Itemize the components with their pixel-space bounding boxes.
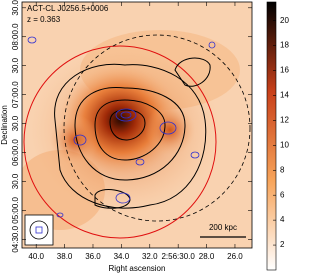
y-tick-label: 30.0 (11, 173, 20, 189)
colorbar-tick-label: 20 (280, 16, 289, 25)
x-tick-label: 26.0 (227, 252, 243, 261)
y-tick-label: 04:30.0 (11, 225, 20, 252)
x-tick-label: 40.0 (28, 252, 44, 261)
x-tick-label: 34.0 (114, 252, 130, 261)
colorbar (266, 1, 277, 271)
y-tick-label: 08:00.0 (11, 23, 20, 50)
x-tick-label: 32.0 (142, 252, 158, 261)
chart: ACT-CL J0256.5+0006 z = 0.363 200 kpc Ri… (0, 0, 289, 273)
colorbar-tick-label: 4 (280, 215, 285, 224)
x-tick-label: 36.0 (85, 252, 101, 261)
colorbar-tick-label: 8 (280, 165, 285, 174)
x-tick-label: 2:56:30.0 (161, 252, 195, 261)
y-tick-label: 06:00.0 (11, 139, 20, 166)
colorbar-tick-label: 10 (280, 140, 289, 149)
colorbar-tick-label: 14 (280, 91, 289, 100)
y-tick-label: 30.0 (11, 57, 20, 73)
colorbar-tick-label: 18 (280, 41, 289, 50)
sky-image (22, 2, 252, 248)
x-tick-label: 28.0 (199, 252, 215, 261)
plot-frame (21, 1, 253, 249)
colorbar-tick-label: 16 (280, 66, 289, 75)
title: ACT-CL J0256.5+0006 (27, 4, 109, 13)
x-axis-label: Right ascension (109, 264, 166, 273)
colorbar-tick-label: 12 (280, 116, 289, 125)
y-axis-label: Declination (0, 105, 9, 145)
subtitle: z = 0.363 (27, 15, 61, 24)
colorbar-tick-label: 6 (280, 190, 285, 199)
y-tick-label: 05:00.0 (11, 196, 20, 223)
y-tick-label: 30.0 (11, 0, 20, 16)
colorbar-tick-label: 2 (280, 240, 285, 249)
scale-bar-label: 200 kpc (209, 223, 237, 232)
y-tick-label: 07:00.0 (11, 81, 20, 108)
x-tick-label: 38.0 (57, 252, 73, 261)
y-tick-label: 30.0 (11, 115, 20, 131)
